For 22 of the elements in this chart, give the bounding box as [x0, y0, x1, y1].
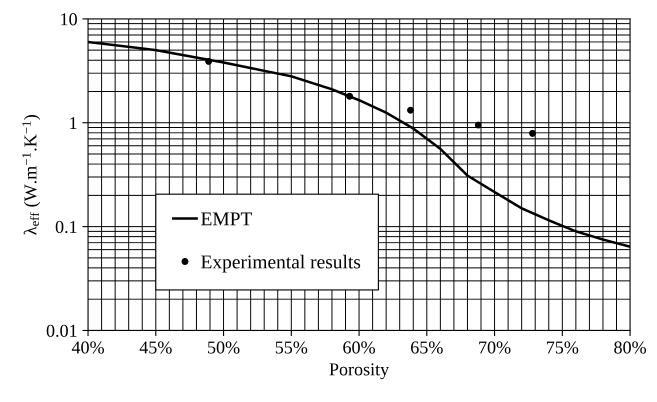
x-tick-label: 65% [411, 341, 443, 354]
x-tick-label: 60% [343, 341, 375, 354]
x-tick-label: 70% [479, 341, 510, 354]
x-axis-title: Porosity [329, 363, 390, 380]
legend-label: EMPT [201, 212, 252, 226]
point [205, 58, 212, 65]
legend-label: Experimental results [201, 254, 360, 272]
x-tick-label: 40% [72, 341, 104, 354]
y-tick-label: 1 [70, 117, 77, 130]
x-tick-label: 50% [208, 341, 240, 354]
point [474, 122, 482, 129]
y-tick-label: 10 [61, 13, 77, 26]
point [407, 106, 414, 114]
x-tick-label: 75% [546, 341, 578, 354]
x-tick-label: 80% [614, 341, 646, 354]
point [346, 92, 354, 100]
x-tick-label: 55% [276, 341, 308, 354]
point [529, 130, 536, 137]
y-axis-title: λ$_{eff}$ (W.m$^{−1}$.K$^{−1}$) [22, 114, 40, 235]
x-tick-label: 45% [140, 341, 172, 354]
y-tick-label: 0.01 [46, 324, 77, 337]
y-tick-label: 0.1 [56, 220, 77, 234]
